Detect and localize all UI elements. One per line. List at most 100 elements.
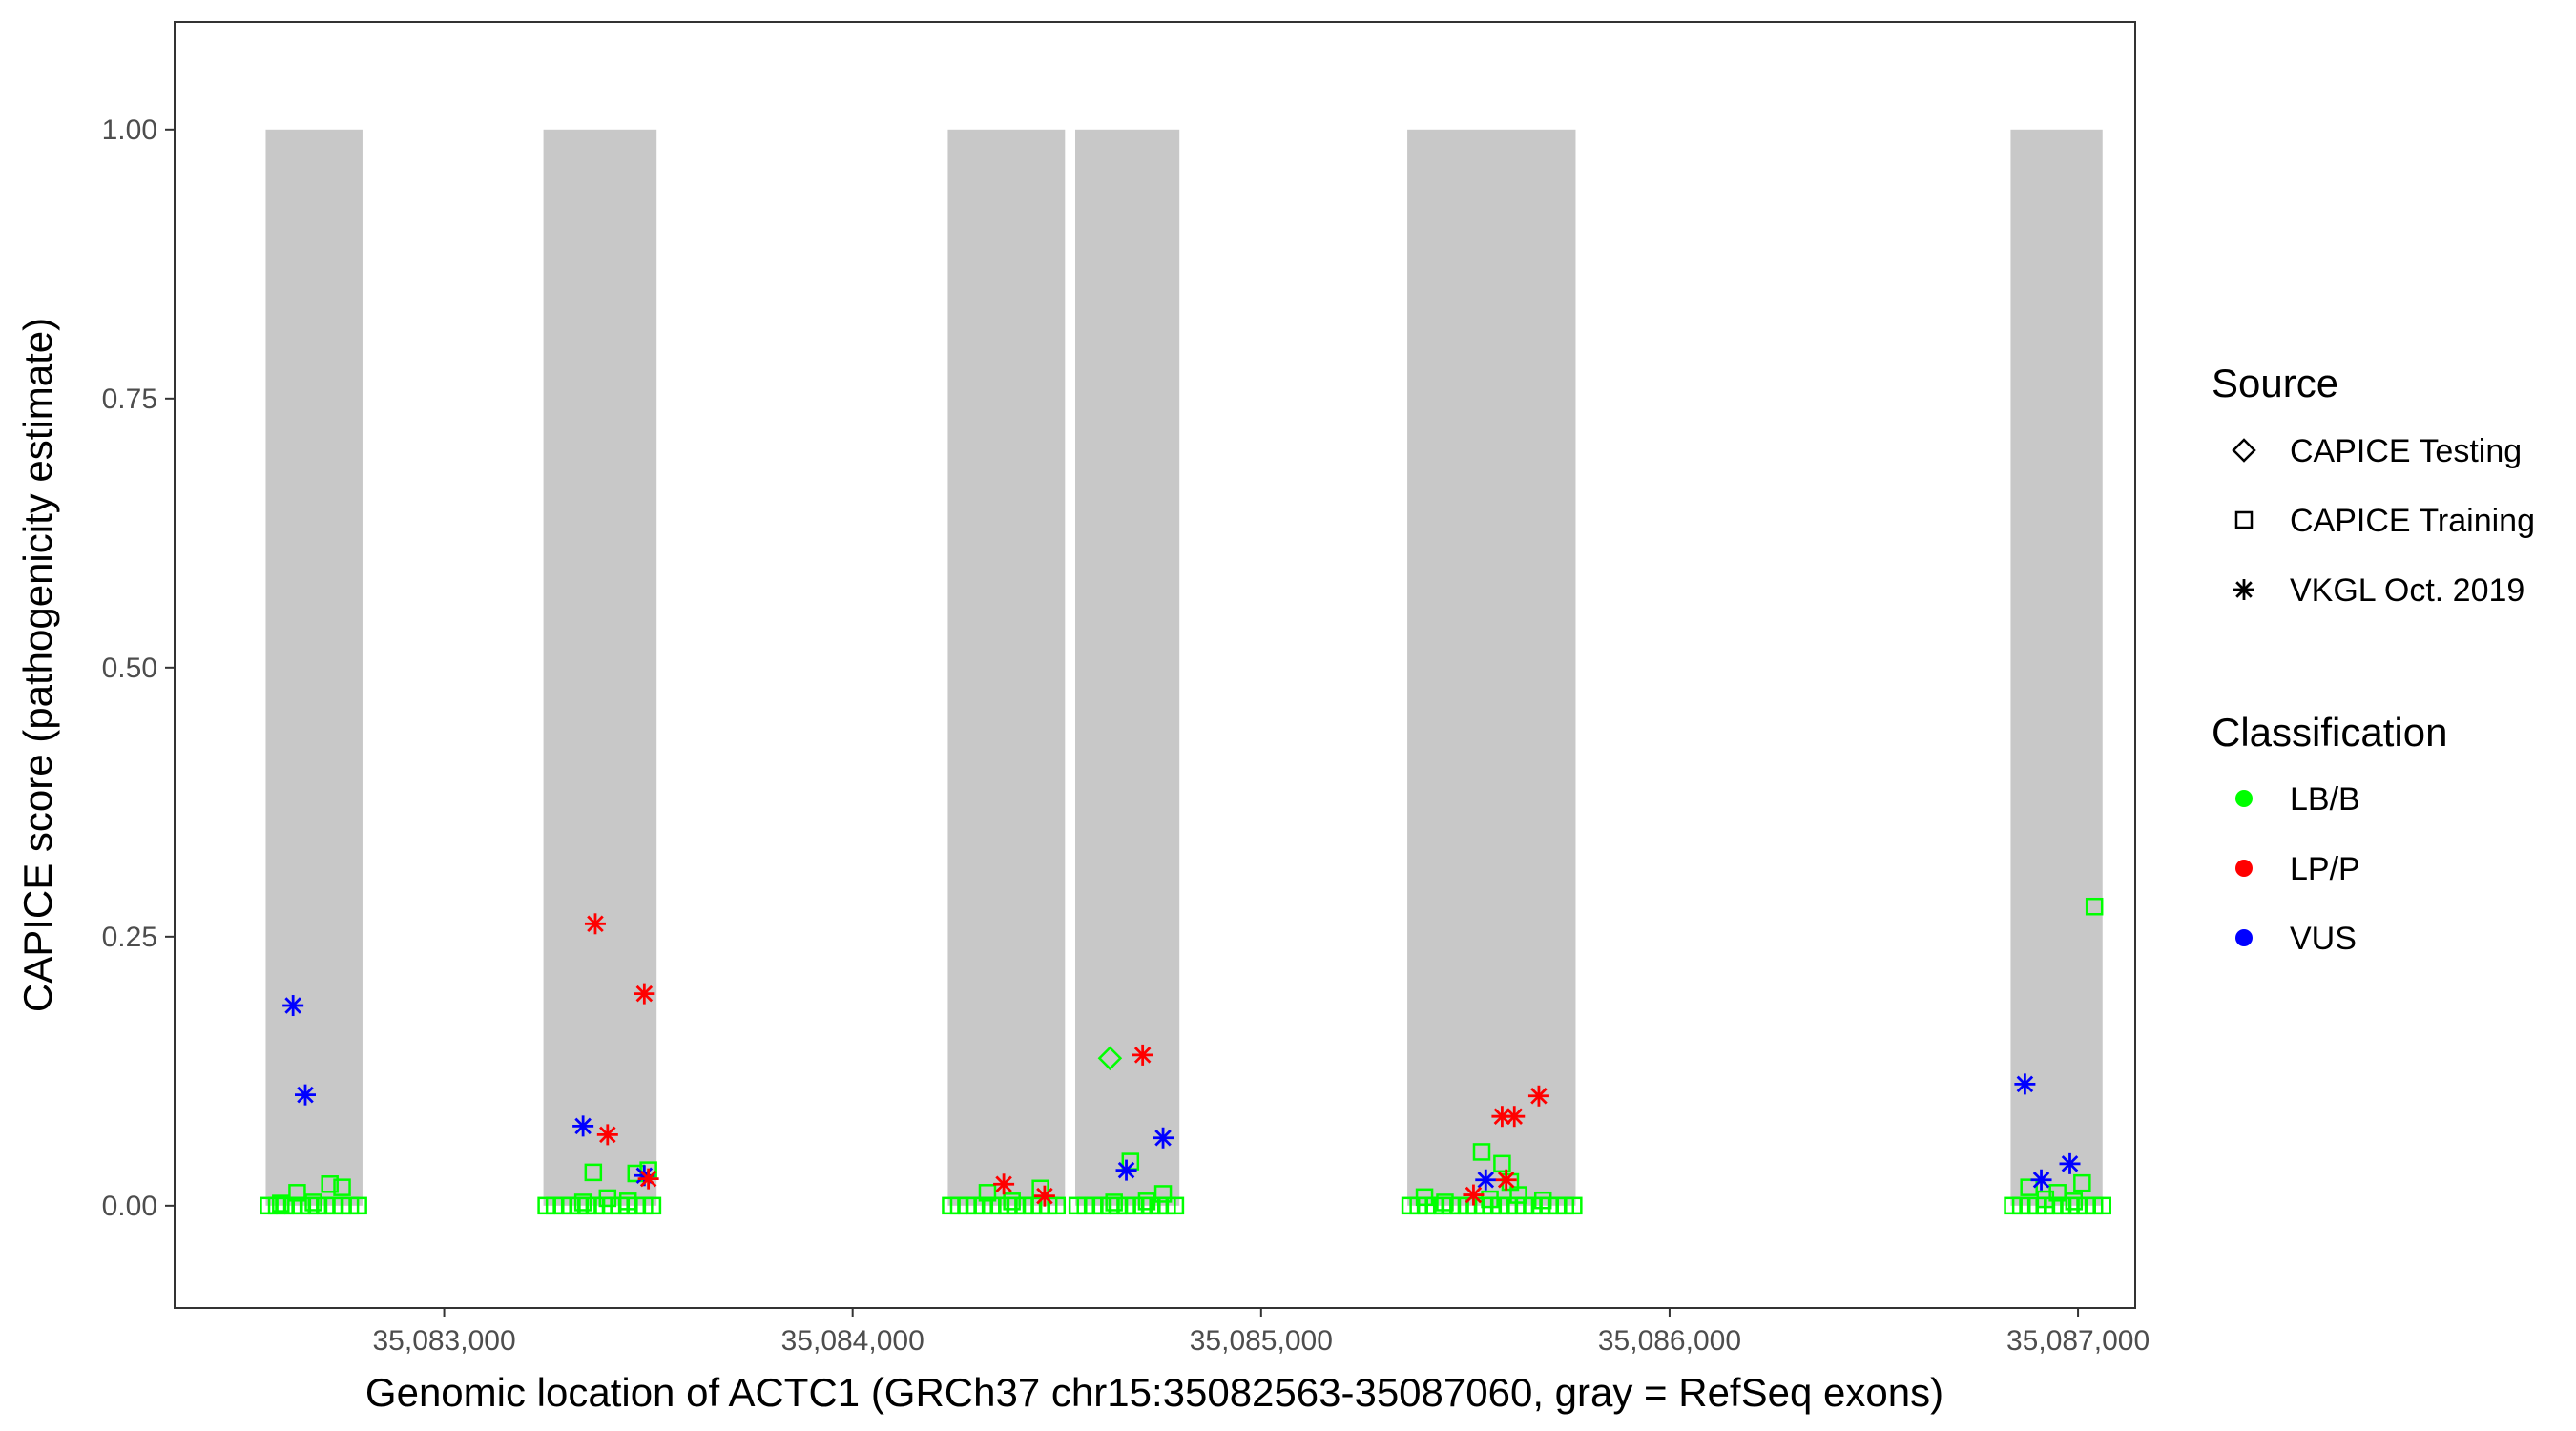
asterisk-stroke — [2016, 1075, 2034, 1093]
asterisk-stroke — [574, 1117, 592, 1135]
training-point — [1509, 1186, 1527, 1204]
training-point — [288, 1184, 306, 1202]
training-point — [584, 1163, 603, 1182]
x-tick-label: 35,084,000 — [781, 1325, 924, 1357]
asterisk-stroke — [1465, 1186, 1483, 1204]
x-axis: 35,083,000 35,084,000 35,085,000 35,086,000… — [372, 1308, 2150, 1357]
vkgl-point — [2059, 1152, 2081, 1174]
training-point — [618, 1192, 637, 1211]
training-point — [333, 1178, 351, 1196]
asterisk-stroke — [1506, 1108, 1524, 1125]
legend: Source CAPICE Testing CAPICE Training VKGL … — [2212, 361, 2535, 957]
legend-key-asterisk — [2233, 579, 2254, 600]
asterisk-stroke — [297, 1086, 314, 1104]
training-point — [1105, 1193, 1123, 1212]
vkgl-point — [1527, 1085, 1549, 1107]
asterisk-stroke — [284, 997, 301, 1014]
exon-band — [2010, 129, 2103, 1206]
training-point — [2234, 510, 2254, 529]
vkgl-point — [572, 1115, 594, 1137]
asterisk-stroke — [2061, 1155, 2079, 1172]
vkgl-point — [584, 913, 606, 935]
training-point — [1533, 1191, 1552, 1210]
vkgl-point — [596, 1124, 618, 1146]
vkgl-point — [1475, 1169, 1497, 1191]
training-point — [2093, 1196, 2111, 1215]
vkgl-point — [1153, 1127, 1174, 1149]
y-tick-label: 0.75 — [102, 384, 157, 415]
training-point — [321, 1175, 339, 1193]
asterisk-stroke — [1133, 1047, 1152, 1064]
training-point — [304, 1193, 322, 1212]
asterisk-stroke — [1117, 1161, 1135, 1179]
training-point — [978, 1184, 997, 1202]
training-point — [1493, 1154, 1511, 1173]
vkgl-point — [295, 1084, 316, 1106]
x-tick-label: 35,085,000 — [1190, 1325, 1333, 1357]
asterisk-stroke — [1036, 1187, 1053, 1205]
training-point — [598, 1189, 617, 1208]
exon-band — [947, 129, 1066, 1206]
training-point — [349, 1196, 367, 1215]
training-point — [1415, 1188, 1434, 1207]
training-point — [1472, 1143, 1491, 1161]
legend-source-label: CAPICE Testing — [2290, 433, 2522, 469]
vkgl-point — [634, 983, 655, 1005]
legend-key-dot — [2235, 929, 2253, 946]
asterisk-stroke — [1154, 1130, 1172, 1147]
y-tick-label: 0.00 — [102, 1191, 157, 1222]
vkgl-point — [1495, 1169, 1517, 1191]
plot-panel-border — [174, 21, 2136, 1309]
vkgl-point — [1132, 1044, 1153, 1066]
asterisk-stroke — [995, 1175, 1012, 1193]
x-axis-title: Genomic location of ACTC1 (GRCh37 chr15:… — [365, 1370, 1943, 1415]
asterisk-stroke — [1497, 1171, 1515, 1189]
exon-band — [543, 129, 657, 1206]
training-point — [2073, 1173, 2091, 1192]
asterisk-stroke — [587, 915, 604, 933]
vkgl-point — [2014, 1073, 2036, 1095]
vkgl-point — [2030, 1169, 2052, 1191]
exon-band — [1075, 129, 1180, 1206]
legend-source-label: VKGL Oct. 2019 — [2290, 572, 2524, 609]
training-point — [1481, 1190, 1499, 1209]
x-tick-label: 35,086,000 — [1598, 1325, 1741, 1357]
training-point — [573, 1193, 592, 1212]
training-point — [272, 1194, 290, 1213]
asterisk-stroke — [2032, 1171, 2050, 1189]
exon-band — [265, 129, 363, 1206]
vkgl-point — [637, 1168, 659, 1190]
asterisk-stroke — [635, 985, 654, 1003]
training-point — [2065, 1192, 2084, 1211]
asterisk-stroke — [1477, 1171, 1495, 1189]
training-point — [2020, 1178, 2038, 1196]
training-point — [643, 1196, 662, 1215]
legend-source-label: CAPICE Training — [2290, 503, 2535, 539]
training-point — [2085, 897, 2104, 916]
vkgl-point — [993, 1173, 1015, 1195]
legend-classification-label: LB/B — [2290, 781, 2360, 818]
testing-point — [1097, 1046, 1123, 1071]
training-point — [1436, 1193, 1454, 1212]
y-tick-label: 0.25 — [102, 922, 157, 953]
vkgl-point — [1463, 1184, 1485, 1206]
legend-key-dot — [2235, 860, 2253, 877]
x-tick-label: 35,083,000 — [372, 1325, 515, 1357]
vkgl-point — [282, 995, 304, 1017]
legend-classification-title: Classification — [2212, 710, 2447, 755]
training-point — [1166, 1196, 1185, 1215]
training-point — [1048, 1196, 1066, 1215]
legend-classification-label: VUS — [2290, 921, 2357, 957]
data-points — [260, 897, 2111, 1215]
legend-key-dot — [2235, 790, 2253, 807]
training-point — [2036, 1190, 2055, 1209]
training-point — [1565, 1196, 1583, 1215]
asterisk-stroke — [1530, 1088, 1548, 1105]
training-point — [1003, 1192, 1021, 1211]
x-tick-label: 35,087,000 — [2006, 1325, 2150, 1357]
legend-source-title: Source — [2212, 361, 2338, 405]
training-point — [1137, 1192, 1156, 1211]
legend-classification-label: LP/P — [2290, 851, 2360, 887]
y-tick-label: 1.00 — [102, 114, 157, 146]
vkgl-point — [1115, 1159, 1137, 1181]
